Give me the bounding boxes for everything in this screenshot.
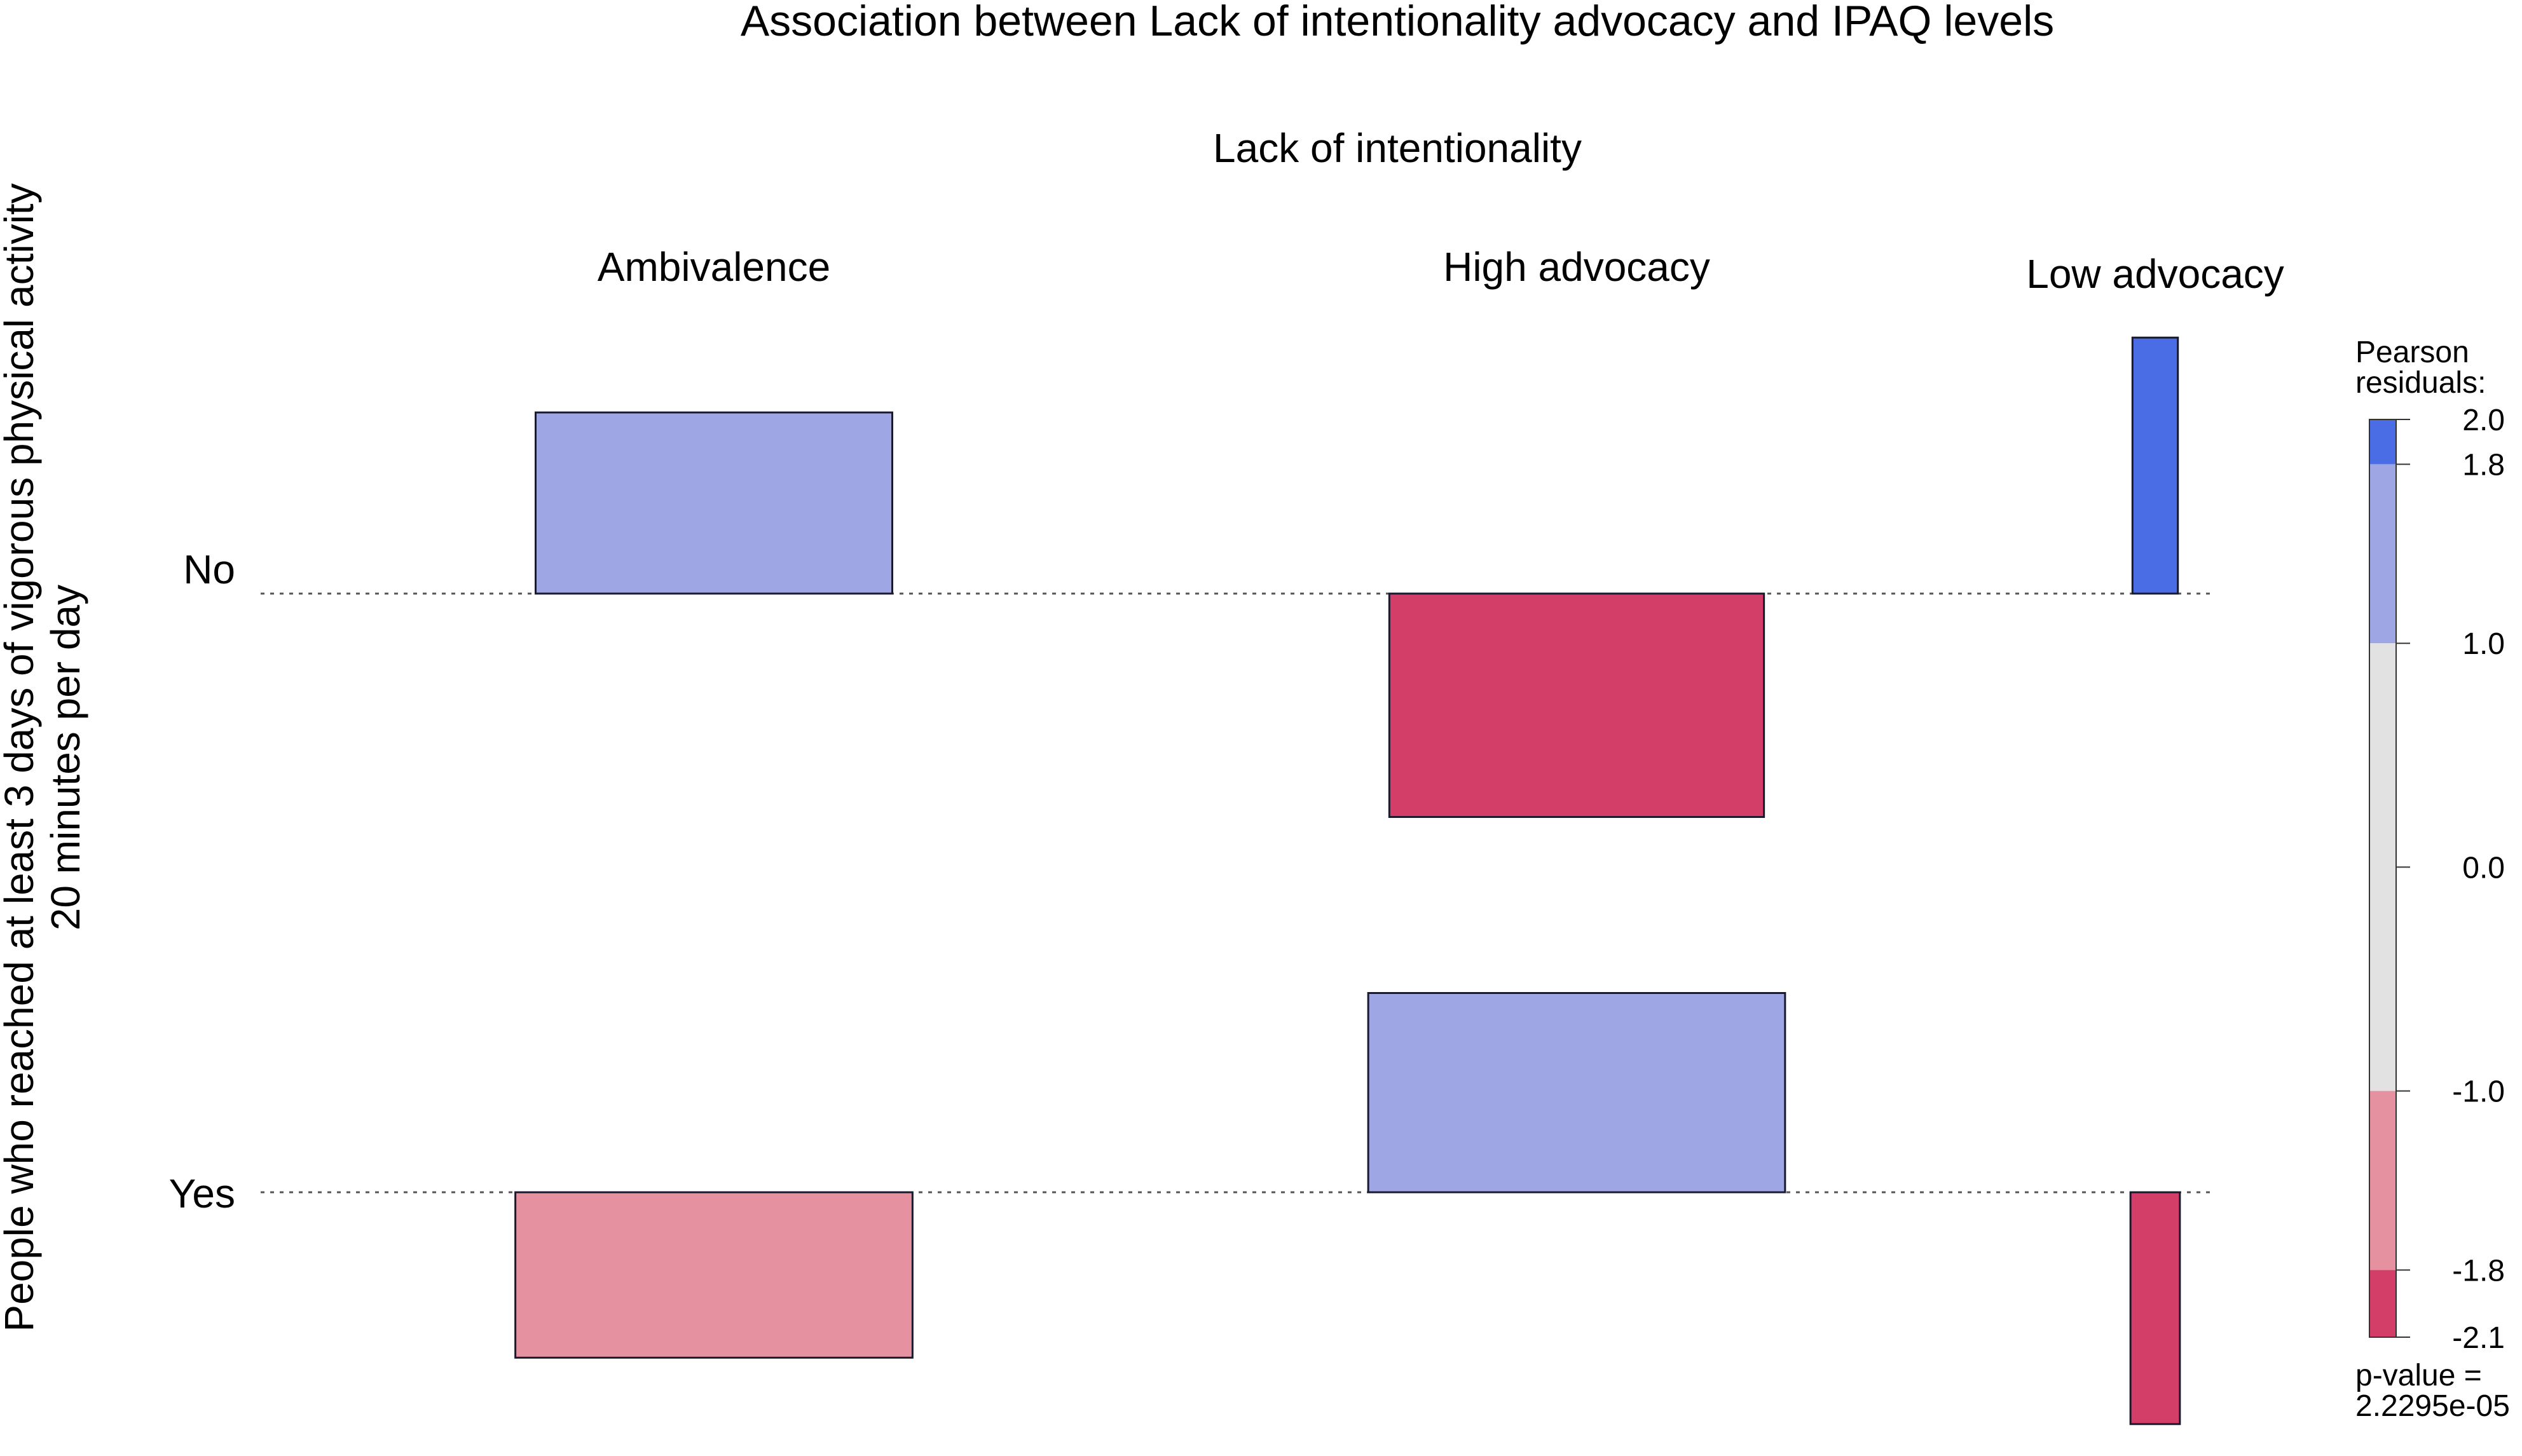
legend-ticks: 2.0 1.8 1.0 0.0 -1.0 -1.8 -2.1 [2396,404,2505,1355]
legend-title-line1: Pearson [2355,336,2469,369]
legend-band [2369,643,2396,1091]
column-variable-label: Lack of intentionality [1213,125,1582,171]
bar-yes-high-advocacy [1367,992,1786,1194]
legend-band [2369,1091,2396,1270]
residual-legend: Pearson residuals: 2.0 1.8 1.0 0.0 -1.0 -1.8 -… [2355,336,2510,1423]
legend-band [2369,464,2396,644]
legend-tick-label: 2.0 [2462,404,2505,437]
column-label-high-advocacy: High advocacy [1443,244,1710,290]
legend-band [2369,1270,2396,1337]
row-variable-label-line2: 20 minutes per day [43,585,88,930]
p-value-number: 2.2295e-05 [2355,1389,2510,1423]
row-labels: No Yes [169,547,235,1216]
row-label-no: No [183,547,235,592]
legend-color-bands [2369,419,2397,1338]
bar-yes-ambivalence [514,1191,914,1359]
bar-no-ambivalence [535,411,893,595]
legend-title-line2: residuals: [2355,366,2486,400]
legend-tick-label: -1.0 [2452,1075,2505,1109]
legend-tick-label: -1.8 [2452,1254,2505,1288]
bar-yes-low-advocacy [2129,1191,2181,1425]
legend-band [2369,419,2396,465]
column-labels: Ambivalence High advocacy Low advocacy [598,244,2284,297]
legend-tick-label: -2.1 [2452,1321,2505,1355]
column-label-low-advocacy: Low advocacy [2026,251,2284,297]
bar-no-low-advocacy [2131,336,2179,595]
bar-no-high-advocacy [1388,592,1765,818]
baselines [261,592,2212,1194]
legend-tick-label: 1.0 [2462,627,2505,661]
row-variable-label-line1: People who reached at least 3 days of vi… [0,183,42,1331]
p-value-label: p-value = [2355,1359,2482,1392]
legend-frame [2369,419,2397,1338]
row-label-yes: Yes [169,1171,235,1216]
legend-tick-label: 1.8 [2462,448,2505,482]
column-label-ambivalence: Ambivalence [598,244,830,290]
legend-tick-label: 0.0 [2462,851,2505,885]
residual-bars [514,336,2181,1425]
chart-title: Association between Lack of intentionali… [741,0,2054,45]
